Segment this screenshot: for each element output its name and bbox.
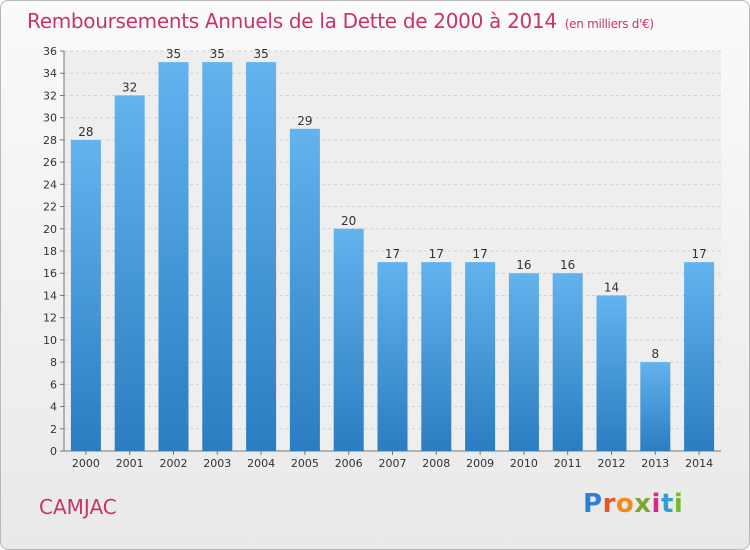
y-tick-label: 14 [43, 289, 57, 302]
x-tick-label: 2007 [379, 457, 407, 470]
y-tick-label: 6 [50, 378, 57, 391]
bar [552, 273, 583, 451]
data-label: 8 [651, 347, 659, 361]
y-tick-label: 30 [43, 112, 57, 125]
x-tick-label: 2004 [247, 457, 275, 470]
x-tick-label: 2014 [685, 457, 713, 470]
data-label: 35 [166, 47, 181, 61]
place-name: CAMJAC [39, 495, 117, 519]
bar [377, 262, 408, 451]
y-tick-label: 16 [43, 267, 57, 280]
data-label: 17 [472, 247, 487, 261]
bar [421, 262, 452, 451]
bar [640, 362, 671, 451]
bar [114, 95, 145, 451]
data-label: 28 [78, 125, 93, 139]
y-tick-label: 36 [43, 45, 57, 58]
y-tick-label: 10 [43, 334, 57, 347]
x-tick-label: 2000 [72, 457, 100, 470]
x-tick-label: 2010 [510, 457, 538, 470]
unit-label: (en milliers d'€) [564, 17, 654, 31]
bar [70, 139, 101, 451]
bar [684, 262, 715, 451]
x-tick-label: 2005 [291, 457, 319, 470]
x-tick-label: 2001 [116, 457, 144, 470]
logo-letter: x [634, 489, 652, 519]
x-tick-label: 2013 [641, 457, 669, 470]
data-label: 32 [122, 80, 137, 94]
data-label: 17 [691, 247, 706, 261]
bar [246, 62, 277, 451]
label-layer: 28 32 35 35 35 29 20 17 17 17 16 16 14 8 17 [78, 47, 706, 361]
logo-letter: i [673, 489, 684, 519]
y-tick-label: 0 [50, 445, 57, 458]
title-text: Remboursements Annuels de la Dette de 20… [27, 9, 557, 33]
y-tick-label: 20 [43, 223, 57, 236]
bar [333, 228, 364, 451]
x-tick-label: 2009 [466, 457, 494, 470]
x-tick-label: 2006 [335, 457, 363, 470]
chart-title: Remboursements Annuels de la Dette de 20… [27, 9, 654, 33]
logo-letter: P [583, 489, 603, 519]
y-tick-label: 2 [50, 423, 57, 436]
logo-letter: t [660, 489, 674, 519]
data-label: 14 [604, 280, 619, 294]
y-tick-label: 32 [43, 89, 57, 102]
bar [508, 273, 539, 451]
data-label: 29 [297, 114, 312, 128]
bar [202, 62, 233, 451]
bar [158, 62, 189, 451]
y-tick-label: 22 [43, 201, 57, 214]
data-label: 20 [341, 214, 356, 228]
x-tick-label: 2008 [422, 457, 450, 470]
x-tick-label: 2003 [203, 457, 231, 470]
bar [289, 128, 320, 451]
y-tick-label: 34 [43, 67, 57, 80]
x-tick-label: 2002 [160, 457, 188, 470]
data-label: 35 [253, 47, 268, 61]
data-label: 17 [429, 247, 444, 261]
bar-layer [70, 62, 715, 451]
data-label: 16 [516, 258, 531, 272]
bar [596, 295, 627, 451]
data-label: 35 [210, 47, 225, 61]
y-tick-label: 26 [43, 156, 57, 169]
logo-letter: i [651, 489, 661, 519]
y-tick-label: 18 [43, 245, 57, 258]
y-tick-label: 28 [43, 134, 57, 147]
data-label: 17 [385, 247, 400, 261]
data-label: 16 [560, 258, 575, 272]
proxiti-logo: Proxiti [583, 489, 683, 519]
y-tick-label: 8 [50, 356, 57, 369]
y-tick-label: 24 [43, 178, 57, 191]
x-tick-label: 2012 [598, 457, 626, 470]
y-tick-label: 12 [43, 312, 57, 325]
logo-letter: r [602, 489, 616, 519]
y-tick-label: 4 [50, 401, 57, 414]
logo-letter: o [615, 489, 635, 519]
bar [465, 262, 496, 451]
x-tick-label: 2011 [554, 457, 582, 470]
